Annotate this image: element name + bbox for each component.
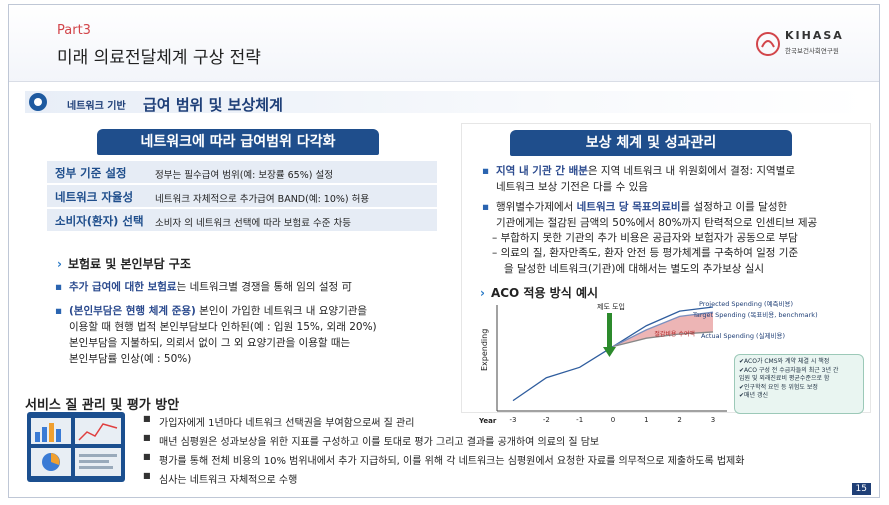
- bullet-text: 이용할 때 현행 법적 본인부담보다 인하된(예 : 입원 15%, 외래 20…: [69, 321, 377, 333]
- intro-arrow-head: [603, 347, 616, 357]
- row-key: 소비자(환자) 선택: [55, 214, 144, 228]
- intro-label: 제도 도입: [597, 303, 625, 311]
- actual-series-label: Actual Spending (실제비용): [701, 331, 785, 340]
- benefit-range-title: 네트워크에 따라 급여범위 다각화: [97, 129, 379, 155]
- bullet-highlight: 지역 내 기관 간 배분: [496, 165, 588, 177]
- aco-note-callout: ✔ACO가 CMS와 계약 체결 시 책정 ✔ACO 구성 전 수급자들의 최근…: [734, 354, 864, 414]
- callout-line: ✔ACO 구성 전 수급자들의 최근 3년 간: [739, 366, 839, 374]
- x-tick-label: -3: [510, 416, 517, 424]
- banner-title: 급여 범위 및 보상체계: [143, 96, 283, 114]
- benefit-row: 소비자(환자) 선택 소비자 의 네트워크 선택에 따라 보험료 수준 차등: [47, 209, 437, 231]
- target-spending-line: [612, 311, 714, 348]
- bullet-text: 본인이 가입한 네트워크 내 요양기관을: [195, 305, 368, 317]
- slide-header: Part3 미래 의료전달체계 구상 전략 KIHASA 한국보건사회연구원: [9, 5, 879, 82]
- quality-heading: 서비스 질 관리 및 평가 방안: [25, 398, 180, 413]
- bullet-text: 를 설정하고 이를 달성한: [680, 201, 788, 213]
- bullet-highlight: 네트워크 당 목표의료비: [576, 201, 681, 213]
- row-value: 네트워크 자체적으로 추가급여 BAND(예: 10%) 허용: [155, 194, 370, 205]
- benefit-range-panel: 네트워크에 따라 급여범위 다각화 정부 기준 설정 정부는 필수급여 범위(예…: [47, 127, 441, 383]
- row-key: 네트워크 자율성: [55, 190, 134, 204]
- part-label: Part3: [57, 23, 91, 38]
- bullet-text: 기관에게는 절감된 금액의 50%에서 80%까지 탄력적으로 인센티브 제공: [496, 216, 818, 229]
- quality-item: 가입자에게 1년마다 네트워크 선택권을 부여함으로써 질 관리: [143, 414, 414, 429]
- savings-area: [613, 312, 713, 347]
- kihasa-logo: KIHASA 한국보건사회연구원: [755, 25, 865, 65]
- x-tick-label: -2: [543, 416, 550, 424]
- x-axis-label: Year: [478, 417, 497, 425]
- aco-heading: › ACO 적용 방식 예시: [480, 284, 598, 301]
- x-tick-label: 2: [677, 416, 681, 424]
- benefit-rows: 정부 기준 설정 정부는 필수급여 범위(예: 보장률 65%) 설정 네트워크…: [47, 161, 437, 233]
- intro-arrow-shaft: [607, 313, 612, 347]
- dash-item: – 의료의 질, 환자만족도, 환자 안전 등 평가체계를 구축하여 일정 기준…: [492, 246, 864, 277]
- actual-spending-line: [612, 331, 714, 348]
- dash-text: 을 달성한 네트워크(기관)에 대해서는 별도의 추가보상 실시: [504, 262, 765, 275]
- x-tick-label: 0: [611, 416, 615, 424]
- dash-item: – 부합하지 못한 기관의 추가 비용은 공급자와 보험자가 공동으로 부담: [492, 232, 798, 244]
- callout-line: ✔ACO가 CMS와 계약 체결 시 책정: [739, 358, 830, 365]
- projected-series-label: Projected Spending (예측비용): [699, 301, 793, 308]
- target-icon: [29, 93, 47, 111]
- dash-text: – 의료의 질, 환자만족도, 환자 안전 등 평가체계를 구축하여 일정 기준: [492, 247, 799, 259]
- bullet-text: 는 네트워크별 경쟁을 통해 임의 설정 可: [176, 281, 353, 293]
- target-cost-bullet: 행위별수가제에서 네트워크 당 목표의료비를 설정하고 이를 달성한 기관에게는…: [482, 200, 866, 231]
- bullet-text: 본인부담을 지불하되, 의뢰서 없이 그 외 요양기관을 이용할 때는: [69, 337, 351, 349]
- premium-subheading-text: 보험료 및 본인부담 구조: [67, 257, 191, 271]
- row-value: 정부는 필수급여 범위(예: 보장률 65%) 설정: [155, 170, 333, 181]
- dashboard-thumbnail: [27, 412, 125, 482]
- premium-bullet: 추가 급여에 대한 보험료는 네트워크별 경쟁을 통해 임의 설정 可: [55, 279, 439, 295]
- row-key: 정부 기준 설정: [55, 166, 127, 180]
- section-banner: [25, 91, 869, 113]
- quality-item: 매년 심평원은 성과보상을 위한 지표를 구성하고 이를 토대로 평가 그리고 …: [143, 433, 599, 448]
- target-series-label: Target Spending (목표비용, benchmark): [692, 310, 818, 319]
- bullet-text: 네트워크 보상 기전은 다를 수 있음: [496, 180, 648, 193]
- bullet-highlight: 추가 급여에 대한 보험료: [69, 281, 177, 293]
- chevron-right-icon: ›: [480, 286, 485, 300]
- logo-text: KIHASA: [785, 29, 844, 42]
- quality-item: 평가를 통해 전체 비용의 10% 범위내에서 추가 지급하되, 이를 위해 각…: [143, 452, 744, 467]
- chevron-right-icon: ›: [57, 257, 62, 271]
- logo-mark-icon: [756, 32, 780, 56]
- quality-item: 심사는 네트워크 자체적으로 수행: [143, 471, 297, 486]
- benefit-row: 네트워크 자율성 네트워크 자체적으로 추가급여 BAND(예: 10%) 허용: [47, 185, 437, 207]
- page-title: 미래 의료전달체계 구상 전략: [57, 48, 261, 68]
- savings-label: 절감비용 수여액: [654, 330, 695, 338]
- premium-subheading: › 보험료 및 본인부담 구조: [57, 255, 191, 272]
- dashboard-image-icon: [31, 418, 121, 476]
- bullet-text: 본인부담률 인상(예 : 50%): [69, 353, 192, 365]
- bullet-text: 은 지역 네트워크 내 위원회에서 결정: 지역별로: [587, 165, 796, 177]
- bullet-highlight: (본인부담은 현행 체계 준용): [69, 305, 196, 317]
- callout-line: ✔매년 갱신: [739, 392, 769, 399]
- page-number: 15: [851, 483, 871, 495]
- allocation-bullet: 지역 내 기관 간 배분은 지역 네트워크 내 위원회에서 결정: 지역별로 네…: [482, 164, 866, 195]
- slide: Part3 미래 의료전달체계 구상 전략 KIHASA 한국보건사회연구원 네…: [8, 4, 880, 498]
- callout-line: 입원 및 외래진료비 평균수준으로 함: [739, 375, 830, 382]
- banner-subtitle: 네트워크 기반: [67, 101, 126, 112]
- y-axis-label: Expending: [480, 329, 489, 371]
- x-tick-label: -1: [576, 416, 583, 424]
- row-value: 소비자 의 네트워크 선택에 따라 보험료 수준 차등: [155, 218, 351, 229]
- x-tick-label: 1: [644, 416, 648, 424]
- benefit-row: 정부 기준 설정 정부는 필수급여 범위(예: 보장률 65%) 설정: [47, 161, 437, 183]
- aco-heading-text: ACO 적용 방식 예시: [490, 286, 599, 300]
- bullet-text: 행위별수가제에서: [496, 201, 577, 213]
- copay-bullet: (본인부담은 현행 체계 준용) 본인이 가입한 네트워크 내 요양기관을 이용…: [55, 303, 439, 367]
- logo-subtext: 한국보건사회연구원: [785, 47, 839, 55]
- x-tick-label: 3: [711, 416, 715, 424]
- callout-line: ✔인구학적 요인 등 위험도 보정: [739, 383, 818, 391]
- compensation-title: 보상 체계 및 성과관리: [510, 130, 792, 156]
